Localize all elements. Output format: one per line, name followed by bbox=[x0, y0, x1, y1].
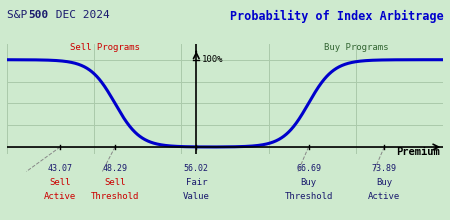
Text: Active: Active bbox=[44, 192, 76, 202]
Text: Threshold: Threshold bbox=[284, 192, 333, 202]
Text: Buy: Buy bbox=[301, 178, 317, 187]
Text: 100%: 100% bbox=[202, 55, 223, 64]
Text: 56.02: 56.02 bbox=[184, 165, 209, 174]
Text: Threshold: Threshold bbox=[91, 192, 139, 202]
Text: 48.29: 48.29 bbox=[103, 165, 127, 174]
Text: 66.69: 66.69 bbox=[296, 165, 321, 174]
Text: Active: Active bbox=[368, 192, 400, 202]
Text: 43.07: 43.07 bbox=[48, 165, 72, 174]
Text: Sell: Sell bbox=[50, 178, 71, 187]
Text: Buy: Buy bbox=[376, 178, 392, 187]
Text: Buy Programs: Buy Programs bbox=[324, 43, 388, 52]
Text: 500: 500 bbox=[28, 10, 48, 20]
Text: S&P: S&P bbox=[7, 10, 34, 20]
Text: Value: Value bbox=[183, 192, 210, 202]
Text: Premium: Premium bbox=[396, 147, 440, 158]
Text: Fair: Fair bbox=[185, 178, 207, 187]
Text: Probability of Index Arbitrage: Probability of Index Arbitrage bbox=[230, 10, 443, 23]
Text: DEC 2024: DEC 2024 bbox=[49, 10, 109, 20]
Text: 73.89: 73.89 bbox=[372, 165, 397, 174]
Text: Sell: Sell bbox=[104, 178, 126, 187]
Text: Sell Programs: Sell Programs bbox=[70, 43, 140, 52]
